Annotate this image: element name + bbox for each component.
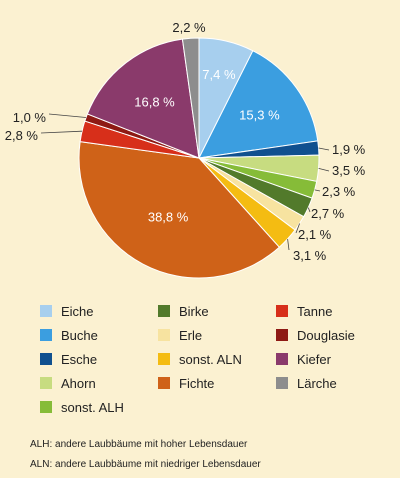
legend-item: sonst. ALN bbox=[158, 350, 276, 368]
legend-label: sonst. ALN bbox=[179, 351, 242, 367]
leader-line bbox=[287, 238, 290, 251]
slice-value-label: 15,3 % bbox=[239, 108, 280, 123]
legend: Eiche Birke Tanne Buche Erle Douglasie Esche so… bbox=[40, 302, 394, 416]
legend-label: Ahorn bbox=[61, 375, 96, 391]
slice-value-label: 2,1 % bbox=[298, 227, 332, 242]
legend-label: Esche bbox=[61, 351, 98, 367]
pie-slice-buche bbox=[198, 50, 319, 159]
leader-line bbox=[295, 223, 300, 234]
legend-item: Lärche bbox=[276, 374, 394, 392]
leader-line bbox=[40, 130, 83, 134]
legend-item: Birke bbox=[158, 302, 276, 320]
pie-slice-fichte bbox=[78, 141, 280, 279]
footnote-aln: ALN: andere Laubbäume mit niedriger Lebe… bbox=[30, 459, 261, 470]
legend-swatch bbox=[276, 377, 288, 389]
legend-item: Fichte bbox=[158, 374, 276, 392]
slice-value-label: 2,2 % bbox=[172, 20, 206, 35]
legend-swatch bbox=[40, 401, 52, 413]
legend-item: Kiefer bbox=[276, 350, 394, 368]
legend-item: Ahorn bbox=[40, 374, 158, 392]
legend-label: Eiche bbox=[61, 303, 94, 319]
leader-line bbox=[314, 189, 321, 192]
legend-swatch bbox=[276, 353, 288, 365]
legend-swatch bbox=[40, 377, 52, 389]
legend-label: Fichte bbox=[179, 375, 215, 391]
legend-swatch bbox=[276, 305, 288, 317]
legend-item: Eiche bbox=[40, 302, 158, 320]
leader-line bbox=[318, 147, 330, 151]
legend-label: Buche bbox=[61, 327, 98, 343]
legend-swatch bbox=[40, 329, 52, 341]
leader-line bbox=[48, 113, 87, 118]
leader-line bbox=[307, 207, 311, 213]
slice-value-label: 1,9 % bbox=[332, 142, 366, 157]
legend-label: Lärche bbox=[297, 375, 337, 391]
legend-label: sonst. ALH bbox=[61, 399, 124, 415]
legend-swatch bbox=[40, 353, 52, 365]
legend-swatch bbox=[158, 329, 170, 341]
pie-slice-lärche bbox=[181, 37, 200, 159]
legend-swatch bbox=[158, 353, 170, 365]
legend-label: Erle bbox=[179, 327, 203, 343]
slice-value-label: 2,3 % bbox=[322, 184, 356, 199]
pie-slice-kiefer bbox=[86, 38, 200, 159]
legend-label: Birke bbox=[179, 303, 209, 319]
slice-value-label: 3,1 % bbox=[293, 248, 327, 263]
slice-value-label: 3,5 % bbox=[332, 163, 366, 178]
legend-item: Erle bbox=[158, 326, 276, 344]
slice-value-label: 2,7 % bbox=[311, 206, 345, 221]
legend-label: Tanne bbox=[297, 303, 333, 319]
legend-swatch bbox=[158, 377, 170, 389]
slice-value-label: 2,8 % bbox=[5, 128, 39, 143]
slice-value-label: 1,0 % bbox=[13, 110, 47, 125]
legend-swatch bbox=[276, 329, 288, 341]
pie-chart: 7,4 % 15,3 % 1,9 % 3,5 % 2,3 % 2,7 % 2,1 % 3,1 … bbox=[5, 20, 366, 279]
legend-item: sonst. ALH bbox=[40, 398, 158, 416]
legend-swatch bbox=[158, 305, 170, 317]
slice-value-label: 38,8 % bbox=[148, 209, 189, 224]
legend-item: Douglasie bbox=[276, 326, 394, 344]
legend-item: Tanne bbox=[276, 302, 394, 320]
footnotes: ALH: andere Laubbäume mit hoher Lebensda… bbox=[30, 435, 261, 475]
legend-label: Kiefer bbox=[297, 351, 331, 367]
leader-line bbox=[318, 168, 330, 172]
legend-item: Esche bbox=[40, 350, 158, 368]
footnote-alh: ALH: andere Laubbäume mit hoher Lebensda… bbox=[30, 439, 248, 450]
legend-swatch bbox=[40, 305, 52, 317]
legend-label: Douglasie bbox=[297, 327, 355, 343]
legend-item: Buche bbox=[40, 326, 158, 344]
slice-value-label: 16,8 % bbox=[134, 94, 175, 109]
slice-value-label: 7,4 % bbox=[202, 67, 236, 82]
